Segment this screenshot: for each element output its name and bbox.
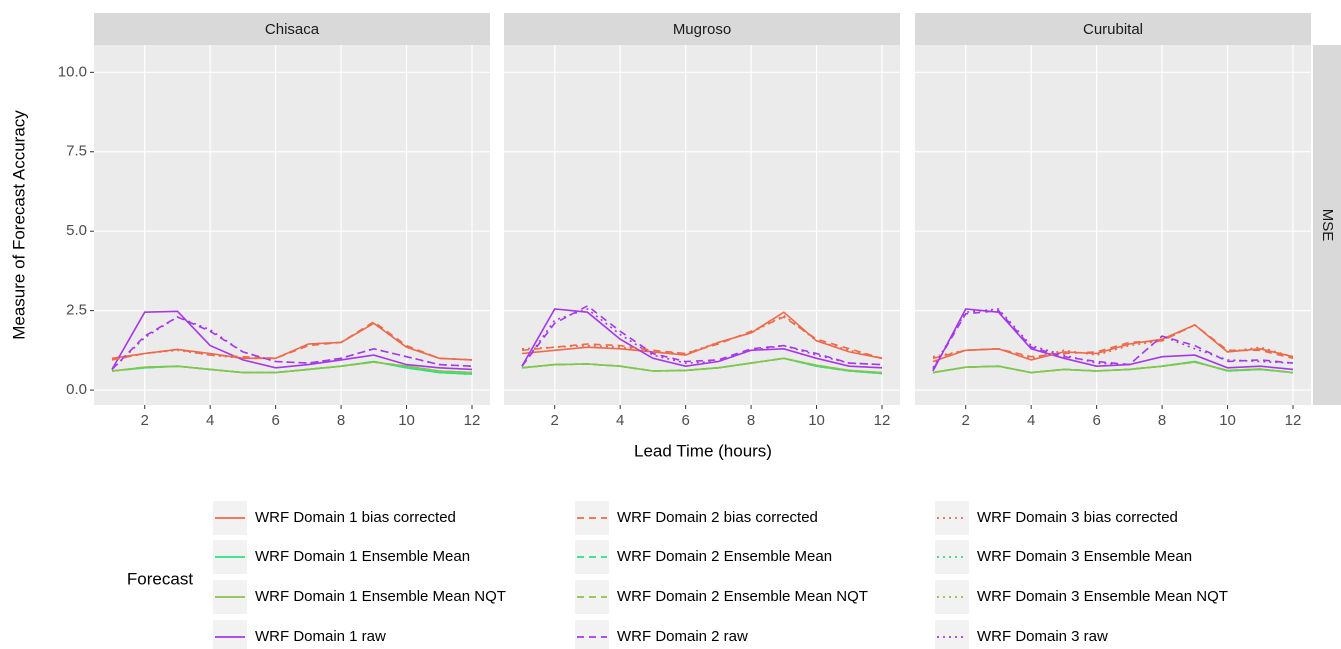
legend-label: WRF Domain 2 Ensemble Mean NQT bbox=[617, 588, 868, 605]
series-line bbox=[932, 309, 1294, 370]
panel-background bbox=[504, 45, 900, 405]
x-tick-label: 4 bbox=[206, 412, 214, 429]
series-line bbox=[932, 308, 1294, 369]
series-line bbox=[932, 323, 1294, 360]
panel-title: Curubital bbox=[1083, 21, 1143, 38]
legend-key-bg bbox=[935, 580, 969, 614]
x-tick-label: 2 bbox=[962, 412, 970, 429]
x-tick-label: 6 bbox=[1092, 412, 1100, 429]
x-tick-label: 12 bbox=[464, 412, 481, 429]
panel-title: Chisaca bbox=[265, 21, 320, 38]
y-tick-label: 10.0 bbox=[58, 63, 87, 80]
series-line bbox=[111, 361, 473, 374]
panel-strip bbox=[94, 13, 490, 45]
x-tick-label: 2 bbox=[141, 412, 149, 429]
panel-strip bbox=[504, 13, 900, 45]
x-tick-label: 12 bbox=[1285, 412, 1302, 429]
legend-label: WRF Domain 3 bias corrected bbox=[977, 509, 1178, 526]
y-tick-label: 0.0 bbox=[66, 381, 87, 398]
legend-label: WRF Domain 3 Ensemble Mean bbox=[977, 548, 1192, 565]
legend-label: WRF Domain 2 Ensemble Mean bbox=[617, 548, 832, 565]
series-line bbox=[521, 304, 883, 367]
x-tick-label: 4 bbox=[616, 412, 624, 429]
x-tick-label: 10 bbox=[398, 412, 415, 429]
x-tick-label: 8 bbox=[747, 412, 755, 429]
legend-key-bg bbox=[935, 620, 969, 649]
x-tick-label: 10 bbox=[1219, 412, 1236, 429]
legend-label: WRF Domain 1 raw bbox=[255, 628, 386, 645]
legend-label: WRF Domain 1 bias corrected bbox=[255, 509, 456, 526]
x-tick-label: 2 bbox=[551, 412, 559, 429]
series-line bbox=[932, 308, 1294, 372]
facet-label: MSE bbox=[1319, 209, 1336, 242]
legend-label: WRF Domain 1 Ensemble Mean bbox=[255, 548, 470, 565]
legend-key-bg bbox=[935, 501, 969, 535]
legend-label: WRF Domain 3 Ensemble Mean NQT bbox=[977, 588, 1228, 605]
legend-key-bg bbox=[575, 620, 609, 649]
x-axis-label: Lead Time (hours) bbox=[634, 441, 772, 460]
y-tick-label: 5.0 bbox=[66, 222, 87, 239]
y-tick-label: 2.5 bbox=[66, 302, 87, 319]
series-line bbox=[111, 322, 473, 361]
x-tick-label: 6 bbox=[271, 412, 279, 429]
panel-background bbox=[915, 45, 1311, 405]
series-line bbox=[521, 314, 883, 360]
legend-label: WRF Domain 3 raw bbox=[977, 628, 1108, 645]
legend-title: Forecast bbox=[127, 569, 193, 588]
series-line bbox=[111, 310, 473, 371]
legend-label: WRF Domain 2 bias corrected bbox=[617, 509, 818, 526]
x-tick-label: 8 bbox=[337, 412, 345, 429]
x-tick-label: 8 bbox=[1158, 412, 1166, 429]
x-tick-label: 4 bbox=[1027, 412, 1035, 429]
x-tick-label: 12 bbox=[874, 412, 891, 429]
series-line bbox=[932, 361, 1294, 374]
panel-background bbox=[94, 45, 490, 405]
x-tick-label: 6 bbox=[681, 412, 689, 429]
x-tick-label: 10 bbox=[808, 412, 825, 429]
series-line bbox=[521, 308, 883, 367]
legend-label: WRF Domain 2 raw bbox=[617, 628, 748, 645]
y-tick-label: 7.5 bbox=[66, 143, 87, 160]
panel-strip bbox=[915, 13, 1311, 45]
legend-key-bg bbox=[213, 620, 247, 649]
panel-title: Mugroso bbox=[673, 21, 731, 38]
facet-strip bbox=[1313, 45, 1341, 405]
series-line bbox=[521, 357, 883, 374]
legend-label: WRF Domain 1 Ensemble Mean NQT bbox=[255, 588, 506, 605]
legend-key-bg bbox=[935, 540, 969, 574]
y-axis-label: Measure of Forecast Accuracy bbox=[9, 110, 28, 340]
